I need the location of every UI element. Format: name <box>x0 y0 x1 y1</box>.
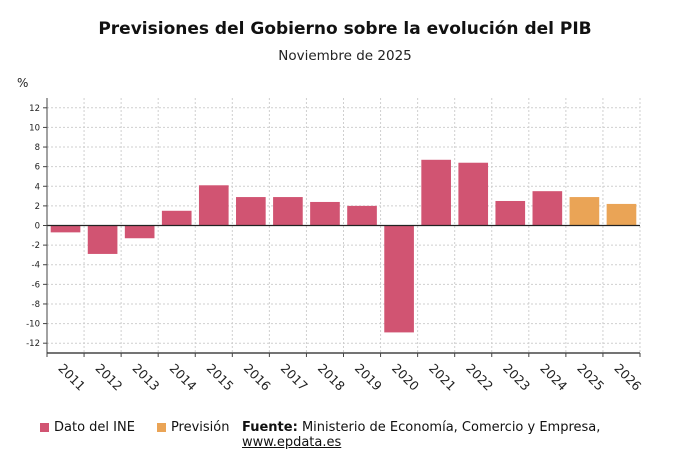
x-tick-label: 2025 <box>574 361 607 394</box>
y-tick-label: 2 <box>35 202 40 212</box>
x-tick-label: 2024 <box>537 361 570 394</box>
x-tick-label: 2023 <box>500 361 533 394</box>
bar-chart: 12 10 8 6 4 2 0 -2 -4 -6 -8 -10 -12 2011 2012 2013 2014… <box>26 98 644 394</box>
legend-swatch-prevision <box>156 423 166 432</box>
bar-2013 <box>124 225 155 239</box>
bar-2018 <box>310 201 340 226</box>
y-tick-label: -6 <box>32 280 40 290</box>
chart-title: Previsiones del Gobierno sobre la evoluc… <box>98 19 592 39</box>
x-tick-label: 2018 <box>315 361 348 394</box>
x-tick-labels: 2011 2012 2013 2014 2015 2016 2017 2018 2019 2020… <box>55 361 644 394</box>
x-tick-label: 2011 <box>55 361 88 394</box>
bar-2024 <box>532 191 563 226</box>
y-tick-label: -10 <box>26 320 40 330</box>
chart-subtitle: Noviembre de 2025 <box>278 48 412 64</box>
bars <box>50 159 637 333</box>
legend-swatch-ine <box>40 423 49 432</box>
x-tick-label: 2026 <box>611 361 644 394</box>
y-tick-label: 8 <box>35 143 40 153</box>
x-tick-label: 2015 <box>204 361 237 394</box>
bar-2016 <box>236 197 266 226</box>
legend-item-ine: Dato del INE <box>40 420 135 435</box>
x-tick-label: 2014 <box>167 361 200 394</box>
source-note: Fuente: Ministerio de Economía, Comercio… <box>242 420 690 450</box>
bar-2019 <box>347 205 377 226</box>
x-tick-label: 2012 <box>92 361 125 394</box>
x-tick-label: 2020 <box>389 361 422 394</box>
bar-2014 <box>161 210 192 226</box>
bar-2021 <box>421 159 451 226</box>
y-tick-label: 12 <box>29 104 40 114</box>
y-tick-label: -8 <box>32 300 40 310</box>
y-tick-label: -12 <box>26 339 40 349</box>
bar-2026 <box>606 203 637 226</box>
y-tick-labels: 12 10 8 6 4 2 0 -2 -4 -6 -8 -10 -12 <box>26 104 40 349</box>
grid-lines <box>43 98 641 353</box>
source-link[interactable]: www.epdata.es <box>242 435 342 450</box>
source-text: Ministerio de Economía, Comercio y Empre… <box>301 420 601 435</box>
bar-2015 <box>198 185 229 226</box>
x-tick-label: 2016 <box>241 361 274 394</box>
bar-2011 <box>50 225 81 233</box>
source-prefix: Fuente: <box>242 420 298 435</box>
x-tick-label: 2019 <box>352 361 385 394</box>
bar-2025 <box>569 197 600 226</box>
y-tick-label: 0 <box>35 222 40 232</box>
legend-label-ine: Dato del INE <box>54 420 135 435</box>
y-axis-unit: % <box>17 76 29 90</box>
bar-2020 <box>384 225 414 333</box>
y-tick-label: 4 <box>35 182 40 192</box>
legend: Dato del INE Previsión <box>40 420 252 435</box>
y-tick-label: 6 <box>35 163 40 173</box>
x-tick-label: 2013 <box>130 361 163 394</box>
x-tick-label: 2017 <box>278 361 311 394</box>
legend-item-prevision: Previsión <box>156 420 230 435</box>
axes <box>46 98 641 357</box>
bar-2022 <box>458 162 489 226</box>
x-tick-label: 2022 <box>463 361 496 394</box>
bar-2017 <box>273 197 303 226</box>
bar-2012 <box>87 225 118 254</box>
y-tick-label: 10 <box>29 123 40 133</box>
legend-label-prevision: Previsión <box>170 420 230 435</box>
x-tick-label: 2021 <box>426 361 459 394</box>
y-tick-label: -4 <box>32 261 40 271</box>
y-tick-label: -2 <box>32 241 40 251</box>
bar-2023 <box>495 200 526 226</box>
